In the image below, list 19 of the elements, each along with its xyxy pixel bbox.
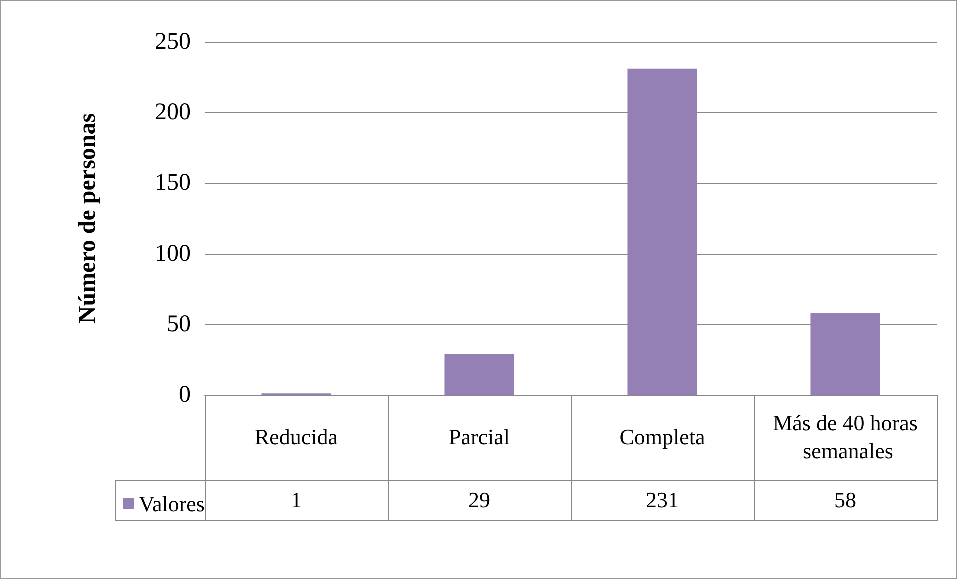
bar <box>810 313 880 395</box>
bar <box>628 68 698 395</box>
x-tick-label: Reducida <box>254 424 338 450</box>
y-tick-label: 0 <box>179 382 191 408</box>
x-tick-label: Completa <box>620 424 706 450</box>
x-tick-label: Más de 40 horas semanales <box>773 410 918 464</box>
y-axis-title: Número de personas <box>75 113 101 324</box>
y-tick-label: 50 <box>167 311 191 338</box>
data-label: 1 <box>291 488 302 512</box>
data-label: 231 <box>646 488 679 512</box>
y-tick-label: 100 <box>155 240 191 267</box>
legend-label: Valores <box>139 492 205 516</box>
y-tick-label: 250 <box>155 29 191 55</box>
x-tick-label: Parcial <box>448 424 510 450</box>
y-tick-label: 200 <box>155 100 191 126</box>
data-label: 29 <box>468 488 490 512</box>
bar <box>444 354 514 395</box>
y-tick-label: 150 <box>155 170 191 196</box>
data-label: 58 <box>834 488 856 512</box>
